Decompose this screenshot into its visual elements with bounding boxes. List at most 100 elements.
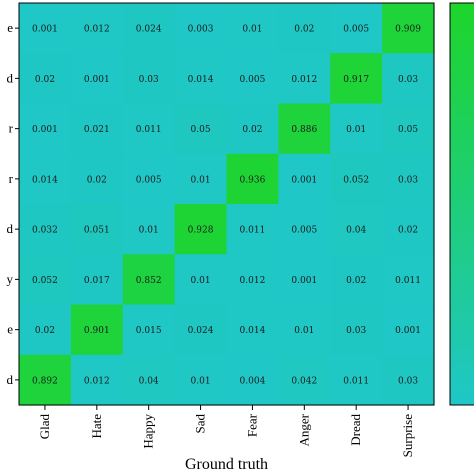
heatmap-cell	[330, 53, 383, 105]
cell-value-label: 0.901	[84, 326, 110, 336]
heatmap-cell	[174, 3, 228, 54]
cell-value-label: 0.012	[291, 75, 317, 85]
cell-value-label: 0.004	[240, 376, 266, 386]
x-tick-label: Glad	[37, 414, 52, 440]
cell-value-label: 0.01	[191, 376, 211, 386]
plot-frame	[18, 2, 435, 406]
heatmap-cell	[382, 304, 435, 356]
cell-value-label: 0.02	[346, 276, 366, 286]
cell-value-label: 0.052	[32, 276, 58, 286]
heatmap-cell	[330, 304, 383, 356]
cell-value-label: 0.003	[188, 25, 214, 35]
heatmap-cell	[382, 204, 435, 255]
y-axis-ticks: e d r r d y e d	[7, 20, 19, 387]
heatmap-cell	[278, 254, 331, 306]
heatmap-cell	[70, 103, 124, 155]
cell-value-label: 0.005	[291, 226, 317, 236]
cell-value-label: 0.01	[191, 276, 211, 286]
cell-value-label: 0.01	[242, 25, 262, 35]
cell-value-label: 0.892	[32, 376, 58, 386]
cell-value-label: 0.02	[87, 175, 107, 185]
cell-value-label: 0.001	[32, 125, 58, 135]
cell-value-label: 0.05	[191, 125, 211, 135]
cell-value-label: 0.05	[398, 125, 418, 135]
heatmap-cells	[19, 3, 435, 406]
x-axis-ticks: Glad Hate Happy Sad Fear Anger Dread Surprise	[37, 405, 415, 457]
heatmap-cell	[19, 53, 72, 105]
heatmap-cell	[278, 204, 331, 255]
heatmap-cell	[70, 3, 124, 54]
heatmap-cell	[278, 3, 331, 54]
heatmap-cell	[382, 254, 435, 306]
cell-value-label: 0.001	[32, 25, 58, 35]
cell-value-label: 0.012	[84, 25, 110, 35]
y-tick-label: e	[7, 322, 13, 337]
cell-value-label: 0.01	[139, 226, 159, 236]
heatmap-cell	[70, 204, 124, 255]
heatmap-cell	[226, 254, 279, 306]
heatmap-cell	[19, 153, 72, 205]
heatmap-cell	[226, 354, 279, 406]
heatmap-cell	[70, 254, 124, 306]
cell-value-label: 0.005	[136, 175, 162, 185]
heatmap-cell	[330, 254, 383, 306]
heatmap-cell	[174, 204, 228, 255]
cell-value-label: 0.032	[32, 226, 58, 236]
cell-value-label: 0.01	[294, 326, 314, 336]
cell-value-label: 0.936	[240, 175, 266, 185]
x-tick-label: Sad	[193, 414, 208, 434]
y-tick-label: r	[9, 171, 14, 186]
x-tick-label: Hate	[89, 414, 104, 439]
heatmap-cell	[122, 103, 176, 155]
heatmap-cell	[226, 3, 279, 54]
heatmap-cell	[122, 354, 176, 406]
cell-value-label: 0.886	[291, 125, 317, 135]
y-tick-label: e	[7, 20, 13, 35]
cell-value-label: 0.014	[188, 75, 214, 85]
cell-value-label: 0.04	[139, 376, 159, 386]
heatmap-cell	[278, 354, 331, 406]
cell-value-label: 0.852	[136, 276, 162, 286]
cell-value-label: 0.03	[398, 75, 418, 85]
cell-value-label: 0.01	[191, 175, 211, 185]
cell-value-label: 0.052	[343, 175, 369, 185]
heatmap-cell	[174, 53, 228, 105]
cell-value-label: 0.011	[240, 226, 266, 236]
y-tick-label: d	[7, 70, 14, 85]
heatmap-cell	[382, 153, 435, 205]
heatmap-cell	[174, 354, 228, 406]
heatmap-cell	[174, 254, 228, 306]
heatmap-cell	[70, 53, 124, 105]
heatmap-cell	[174, 304, 228, 356]
cell-value-label: 0.02	[242, 125, 262, 135]
heatmap-cell	[278, 53, 331, 105]
heatmap-cell	[330, 204, 383, 255]
y-tick-label: r	[9, 121, 14, 136]
cell-value-label: 0.015	[136, 326, 162, 336]
cell-value-label: 0.021	[84, 125, 110, 135]
heatmap-cell	[19, 204, 72, 255]
cell-value-label: 0.051	[84, 226, 110, 236]
heatmap-cell	[19, 103, 72, 155]
cell-value-label: 0.909	[395, 25, 421, 35]
heatmap-cell	[174, 153, 228, 205]
cell-value-label: 0.011	[395, 276, 421, 286]
cell-value-label: 0.02	[35, 326, 55, 336]
heatmap-cell	[122, 304, 176, 356]
cell-value-label: 0.011	[136, 125, 162, 135]
heatmap-cell	[19, 254, 72, 306]
x-tick-label: Anger	[296, 413, 311, 446]
heatmap-cell	[226, 103, 279, 155]
cell-value-label: 0.02	[398, 226, 418, 236]
heatmap-cell	[226, 204, 279, 255]
cell-value-label: 0.024	[136, 25, 162, 35]
heatmap-cell	[122, 254, 176, 306]
cell-value-label: 0.04	[346, 226, 366, 236]
cell-value-label: 0.014	[240, 326, 266, 336]
x-tick-label: Dread	[348, 414, 363, 446]
cell-value-label: 0.014	[32, 175, 58, 185]
heatmap-cell	[382, 53, 435, 105]
heatmap-cell	[382, 354, 435, 406]
x-tick-label: Fear	[244, 413, 259, 437]
x-tick-label: Happy	[141, 414, 156, 449]
